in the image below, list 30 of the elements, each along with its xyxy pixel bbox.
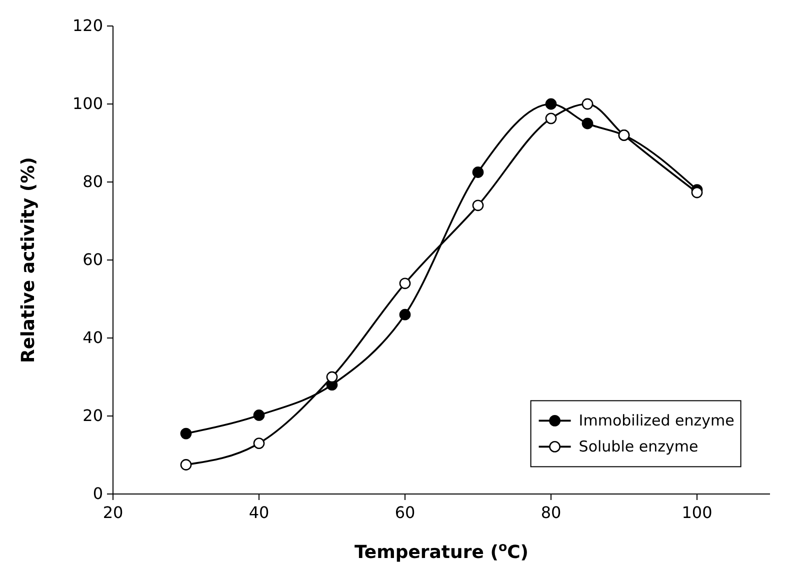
point	[180, 428, 192, 440]
point	[472, 200, 484, 212]
y-tick-label: 20	[82, 406, 103, 425]
y-axis-title: Relative activity (%)	[18, 157, 39, 363]
x-axis-title: Temperature ($^{o}$C)	[354, 538, 529, 563]
point	[399, 278, 411, 290]
legend-label: Soluble enzyme	[578, 438, 698, 456]
x-tick-label: 40	[248, 503, 270, 522]
x-tick-label: 100	[682, 503, 712, 522]
point	[545, 98, 557, 110]
point	[472, 166, 484, 178]
y-tick-label: 40	[82, 328, 103, 347]
x-tick-label: 80	[540, 503, 562, 522]
point	[253, 410, 265, 421]
x-tick-label: 60	[394, 503, 416, 522]
y-tick-label: 60	[82, 250, 103, 269]
point	[399, 308, 411, 320]
y-tick-label: 0	[92, 484, 103, 503]
point	[582, 98, 594, 110]
point	[326, 371, 338, 383]
legend-label: Immobilized enzyme	[578, 412, 734, 430]
point	[545, 112, 557, 124]
y-tick-label: 120	[72, 16, 103, 35]
point	[691, 186, 703, 198]
y-tick-label: 80	[82, 172, 103, 191]
point	[582, 118, 594, 130]
x-tick-label: 20	[102, 503, 124, 522]
y-tick-label: 100	[72, 94, 103, 113]
point	[253, 438, 265, 449]
point	[180, 459, 192, 470]
